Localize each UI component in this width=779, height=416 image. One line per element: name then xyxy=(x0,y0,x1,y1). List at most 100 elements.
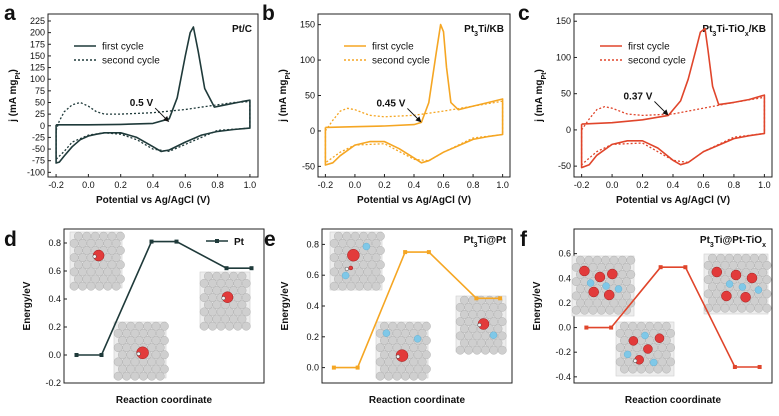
energy-point xyxy=(174,239,179,244)
ti-atom xyxy=(641,331,649,340)
pt-atom xyxy=(626,270,636,279)
pt-atom xyxy=(729,303,738,313)
pt-atom xyxy=(737,303,747,313)
pt-atom xyxy=(580,305,589,315)
pt-atom xyxy=(371,281,381,291)
legend-label: second cycle xyxy=(102,56,160,67)
x-tick-label: 0.2 xyxy=(378,180,391,190)
y-axis-label-part: ) xyxy=(8,69,19,72)
y-tick-label: 0 xyxy=(310,126,315,136)
energy-point xyxy=(584,325,589,330)
x-tick-label: 0.6 xyxy=(179,180,192,190)
y-tick-label: 175 xyxy=(30,39,45,49)
x-tick-label: 1.0 xyxy=(758,180,771,190)
chart-title-part: Pt xyxy=(464,24,475,35)
chart-title-part: Ti/KB xyxy=(478,24,504,35)
y-tick-label: 75 xyxy=(35,86,45,96)
y-axis-label-part: j (mA mg xyxy=(278,79,289,122)
y-axis-label-part: Pt xyxy=(541,72,548,80)
pt-atom xyxy=(400,371,410,381)
h-atom xyxy=(633,358,638,363)
pt-atom xyxy=(159,364,169,374)
ti-atom xyxy=(413,335,422,343)
pt-atom xyxy=(628,364,638,374)
pt-atom xyxy=(95,281,104,291)
chart-title: Pt3Ti-TiOx/KB xyxy=(702,24,766,38)
ti-atom xyxy=(738,283,747,291)
pt-atom xyxy=(497,331,507,341)
o-atom xyxy=(588,286,599,298)
y-axis-label-part: ) xyxy=(534,69,545,72)
annotation-arrowhead xyxy=(163,116,170,123)
pt-atom xyxy=(329,281,339,291)
pt-atom xyxy=(354,281,364,291)
o-atom xyxy=(628,336,639,346)
pt-atom xyxy=(155,357,165,367)
h-atom xyxy=(136,351,141,356)
x-tick-label: 1.0 xyxy=(496,180,509,190)
pt-atom xyxy=(241,278,251,288)
chart-title-part: Pt xyxy=(702,24,713,35)
legend-label: first cycle xyxy=(102,42,144,53)
pt-atom xyxy=(159,321,169,331)
pt-atom xyxy=(216,321,226,331)
pt-atom xyxy=(375,274,385,284)
plot-frame xyxy=(573,13,773,178)
o-atom xyxy=(746,272,758,284)
x-axis-label: Reaction coordinate xyxy=(116,395,213,406)
ti-atom xyxy=(623,350,632,359)
o-atom xyxy=(579,265,590,277)
pt-atom xyxy=(237,314,247,324)
annotation-arrowhead xyxy=(415,116,422,123)
y-tick-label: -50 xyxy=(558,161,571,171)
energy-point xyxy=(355,365,360,370)
x-axis-label: Potential vs Ag/AgCl (V) xyxy=(96,195,210,206)
pt-atom xyxy=(455,345,465,355)
x-tick-label: -0.2 xyxy=(318,180,334,190)
chart-title: Pt/C xyxy=(232,24,252,35)
o-atom xyxy=(730,269,742,281)
pt-atom xyxy=(417,328,427,338)
x-tick-label: 0.0 xyxy=(606,180,619,190)
series-second-cycle xyxy=(324,100,504,164)
pt-atom xyxy=(86,281,96,291)
panel-e: e 0.0 0.2 0.4 0.6 0.8 Reaction coordinate Energ… xyxy=(264,228,513,406)
panel-b: b -0.2 0.0 0.2 0.4 0.6 0.8 1.0 -50 0 50 100 150 Poten… xyxy=(262,2,511,206)
y-tick-label: 150 xyxy=(30,51,45,61)
chart-title-part: Ti@Pt xyxy=(478,235,507,246)
legend-label: second cycle xyxy=(372,56,430,67)
pt-atom xyxy=(384,371,393,381)
pt-atom xyxy=(147,371,157,381)
pt-atom xyxy=(605,305,615,315)
legend-label: Pt xyxy=(234,237,245,248)
energy-point xyxy=(403,250,408,255)
ti-atom xyxy=(602,282,610,290)
o-atom xyxy=(136,346,149,360)
y-axis-label-part: Pt xyxy=(285,72,292,80)
h-atom xyxy=(92,254,97,259)
x-tick-label: 0.6 xyxy=(697,180,710,190)
panel-d: d -0.2 0.0 0.2 0.4 0.6 0.8 Reaction coordinate E… xyxy=(4,228,265,406)
y-tick-label: 100 xyxy=(300,55,315,65)
pt-atom xyxy=(480,345,490,355)
pt-atom xyxy=(762,260,772,270)
y-axis-label-part: j (mA mg xyxy=(534,79,545,122)
pt-atom xyxy=(421,364,431,374)
y-tick-label: 50 xyxy=(35,97,45,107)
y-axis-label: Energy/eV xyxy=(280,281,291,330)
x-tick-label: 0.4 xyxy=(667,180,680,190)
y-tick-label: 0.6 xyxy=(48,266,61,276)
y-axis-label: j (mA mgPt) xyxy=(278,69,292,123)
y-tick-label: 0.0 xyxy=(306,363,319,373)
x-tick-label: 0.0 xyxy=(349,180,362,190)
pt-atom xyxy=(745,303,755,313)
pt-atom xyxy=(375,231,385,241)
pt-atom xyxy=(241,307,251,317)
energy-point xyxy=(149,239,154,244)
pt-atom xyxy=(138,371,148,381)
y-axis-label: Energy/eV xyxy=(22,281,33,330)
y-tick-label: 0.8 xyxy=(48,238,61,248)
pt-atom xyxy=(375,371,385,381)
pt-atom xyxy=(666,328,675,338)
energy-point xyxy=(609,325,614,330)
